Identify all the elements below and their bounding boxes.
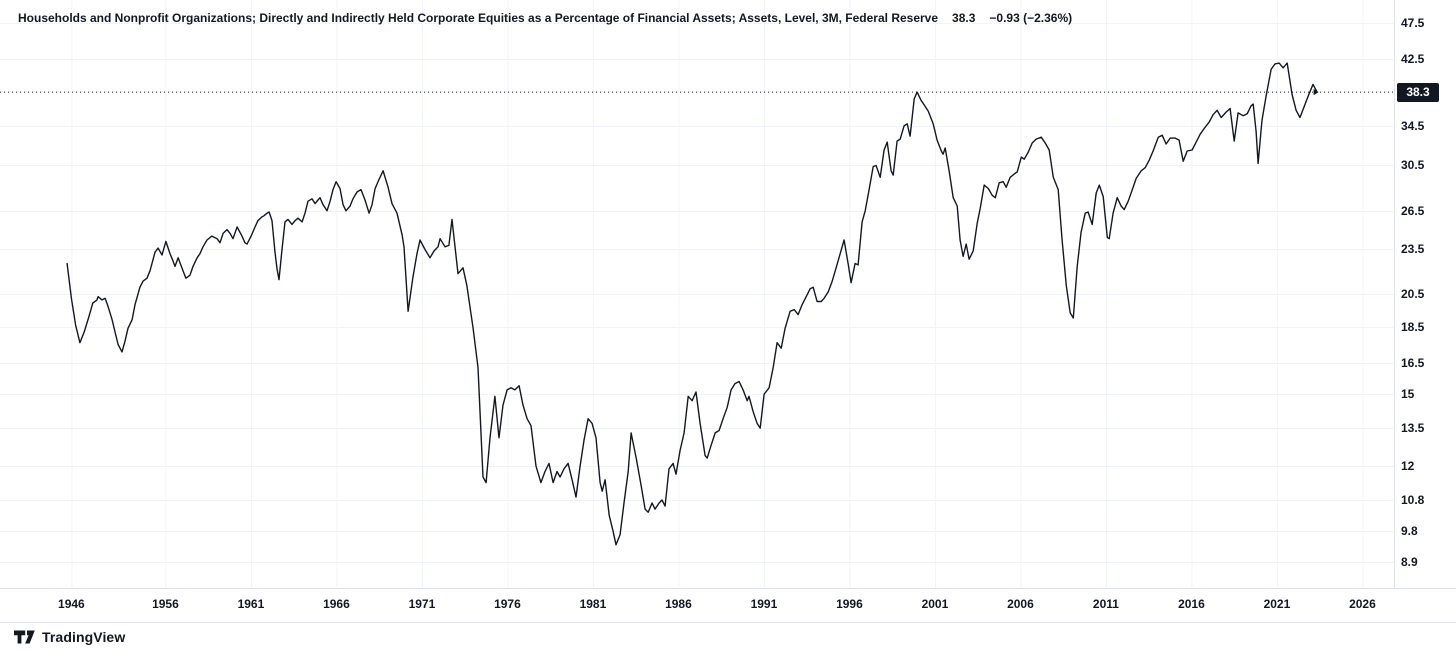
price-tick-label: 23.5: [1401, 242, 1425, 257]
legend-change: −0.93 (−2.36%): [989, 11, 1073, 25]
tradingview-logo-link[interactable]: TradingView: [14, 629, 125, 645]
time-tick-label: 1961: [237, 597, 265, 611]
price-tick-label: 10.8: [1401, 493, 1425, 508]
time-tick-label: 2026: [1349, 597, 1376, 611]
price-tick-label: 13.5: [1401, 421, 1425, 436]
time-tick-label: 1966: [323, 597, 350, 611]
time-tick-label: 1986: [665, 597, 692, 611]
time-tick-label: 2011: [1092, 597, 1119, 611]
price-tick-label: 15: [1401, 387, 1415, 402]
time-tick-label: 1981: [579, 597, 607, 611]
brand-text: TradingView: [42, 629, 126, 645]
time-axis[interactable]: 1946 1956 1961 1966 1971 1976 1981 1986 1991 1996…: [0, 588, 1456, 623]
price-tick-label: 8.9: [1401, 555, 1418, 570]
price-tick-label: 30.5: [1401, 158, 1425, 173]
time-tick-label: 1971: [408, 597, 436, 611]
price-tick-label: 26.5: [1401, 203, 1425, 218]
series-line: [66, 62, 1318, 546]
time-tick-label: 1991: [750, 597, 778, 611]
tradingview-logo-icon: [14, 630, 35, 644]
legend-title[interactable]: Households and Nonprofit Organizations; …: [18, 11, 939, 25]
time-tick-label: 2016: [1178, 597, 1205, 611]
time-tick-label: 1976: [494, 597, 521, 611]
price-tick-label: 9.8: [1401, 524, 1418, 539]
time-tick-label: 1996: [836, 597, 863, 611]
price-tick-label: 20.5: [1401, 286, 1425, 301]
price-tick-label: 47.5: [1401, 15, 1425, 30]
time-tick-label: 2001: [921, 597, 949, 611]
price-tick-label: 18.5: [1401, 319, 1425, 334]
price-tick-label: 16.5: [1401, 356, 1425, 371]
price-tick-label: 34.5: [1401, 118, 1425, 133]
time-tick-label: 1956: [152, 597, 179, 611]
last-price-badge: 38.3: [1397, 82, 1439, 102]
price-tick-label: 12: [1401, 459, 1415, 474]
series-end-marker: [1313, 88, 1319, 96]
price-tick-label: 42.5: [1401, 51, 1425, 66]
time-tick-label: 1946: [58, 597, 85, 611]
time-tick-label: 2021: [1263, 597, 1291, 611]
grid-lines: [0, 0, 1394, 588]
legend: Households and Nonprofit Organizations; …: [18, 11, 1072, 25]
legend-last-value: 38.3: [952, 11, 976, 25]
time-tick-label: 2006: [1007, 597, 1034, 611]
price-axis[interactable]: 38.3 47.5 42.5 34.5 30.5 26.5 23.5 20.5 18.5 16.…: [1394, 0, 1456, 588]
